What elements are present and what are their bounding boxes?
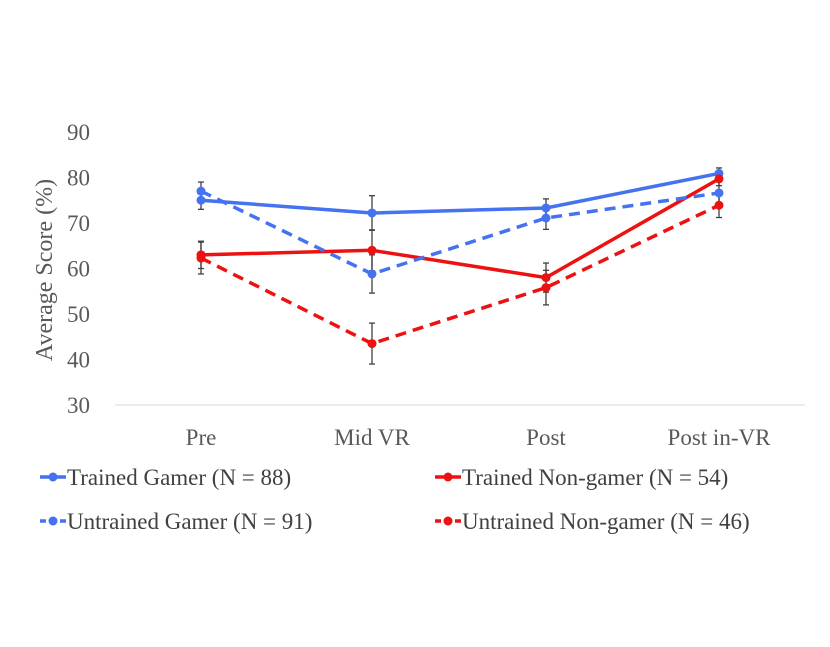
data-point [541, 273, 551, 283]
x-tick-label: Post [526, 425, 566, 450]
data-point [196, 186, 206, 196]
data-point [367, 245, 377, 255]
data-point [541, 213, 551, 223]
series-line [200, 203, 720, 346]
series-line [200, 171, 720, 215]
series-line [200, 189, 720, 276]
y-tick-label: 90 [67, 120, 90, 145]
data-point [541, 283, 551, 293]
data-point [541, 203, 551, 213]
data-point [367, 208, 377, 218]
x-tick-label: Mid VR [334, 425, 410, 450]
x-tick-label: Post in-VR [668, 425, 772, 450]
legend-label: Untrained Non-gamer (N = 46) [462, 509, 750, 534]
data-point [714, 200, 724, 210]
legend-label: Untrained Gamer (N = 91) [67, 509, 312, 534]
y-tick-label: 30 [67, 393, 90, 418]
y-tick-label: 50 [67, 302, 90, 327]
data-point [714, 188, 724, 198]
legend-marker [443, 472, 453, 482]
data-point [196, 253, 206, 263]
legend-marker [48, 516, 58, 526]
data-point [367, 339, 377, 349]
x-tick-label: Pre [186, 425, 217, 450]
legend-label: Trained Gamer (N = 88) [67, 465, 291, 490]
data-point [367, 269, 377, 279]
y-tick-label: 70 [67, 211, 90, 236]
legend-label: Trained Non-gamer (N = 54) [462, 465, 728, 490]
data-point [196, 195, 206, 205]
y-tick-label: 80 [67, 166, 90, 191]
data-point [714, 174, 724, 184]
y-tick-label: 60 [67, 257, 90, 282]
y-axis-title: Average Score (%) [32, 179, 58, 361]
series-line [200, 177, 720, 280]
legend-marker [443, 516, 453, 526]
y-tick-label: 40 [67, 348, 90, 373]
legend-marker [48, 472, 58, 482]
